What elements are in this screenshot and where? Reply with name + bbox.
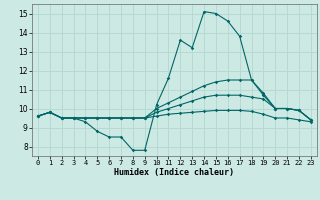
X-axis label: Humidex (Indice chaleur): Humidex (Indice chaleur) — [115, 168, 234, 177]
